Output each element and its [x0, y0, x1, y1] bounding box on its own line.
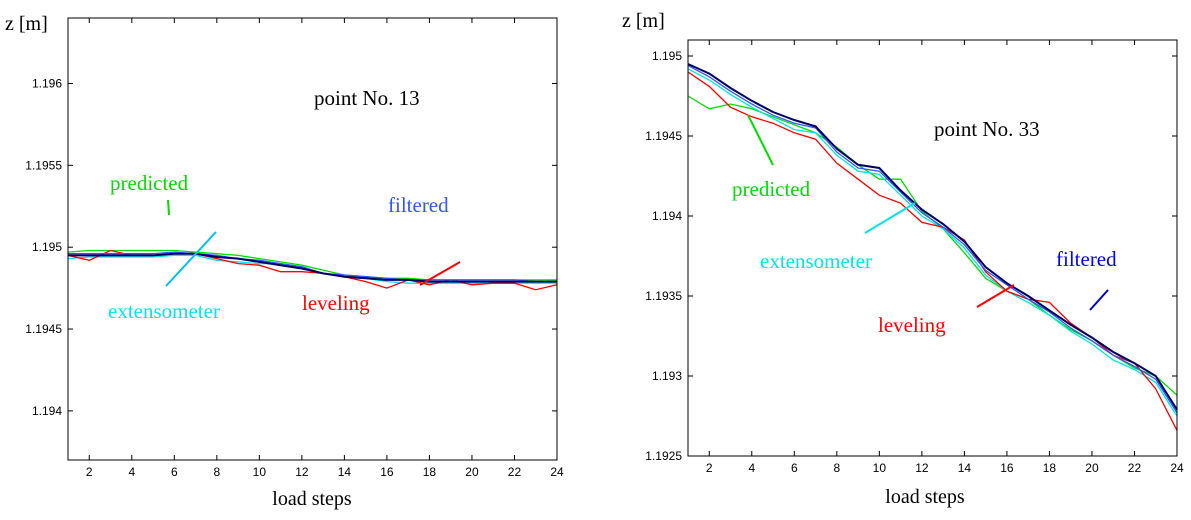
chart-right-x-tick-label: 2 — [706, 461, 713, 475]
chart-left-x-tick-label: 22 — [508, 465, 522, 479]
chart-right-y-tick-label: 1.1945 — [645, 129, 682, 143]
chart-right-ylabel: z [m] — [622, 10, 665, 32]
chart-left-y-tick-label: 1.194 — [32, 404, 62, 418]
chart-left-x-tick-label: 14 — [338, 465, 352, 479]
chart-left-y-ticks: 1.194 1.1945 1.195 1.1955 1.196 — [25, 76, 557, 418]
chart-right-label-leveling: leveling — [878, 313, 946, 337]
chart-right-label-filtered: filtered — [1056, 247, 1117, 271]
chart-right-x-tick-label: 24 — [1170, 461, 1184, 475]
chart-right-line-filtered — [687, 65, 1178, 414]
chart-left-y-tick-label: 1.1955 — [25, 158, 62, 172]
chart-right-line-estimate — [687, 63, 1178, 411]
chart-right-x-tick-label: 6 — [791, 461, 798, 475]
chart-left-pointer-extensometer — [165, 231, 217, 287]
chart-right-x-tick-label: 4 — [748, 461, 755, 475]
chart-right-y-tick-label: 1.195 — [652, 49, 682, 63]
chart-right-x-ticks: 2 4 6 8 10 12 14 16 18 20 22 24 — [706, 40, 1184, 475]
chart-left-line-extensometer — [67, 254, 557, 284]
chart-left-x-tick-label: 16 — [380, 465, 394, 479]
chart-right-xlabel: load steps — [885, 486, 965, 508]
chart-left-x-tick-label: 24 — [550, 465, 564, 479]
chart-right-x-tick-label: 14 — [958, 461, 972, 475]
chart-right-line-extensometer — [687, 68, 1178, 417]
chart-left-x-tick-label: 12 — [295, 465, 309, 479]
chart-right-y-tick-label: 1.1925 — [645, 449, 682, 463]
chart-left-title: point No. 13 — [314, 86, 420, 110]
chart-right-pointer-filtered — [1089, 289, 1109, 311]
chart-left-pointer-predicted — [167, 199, 170, 216]
chart-right-x-tick-label: 22 — [1128, 461, 1142, 475]
chart-right-x-tick-label: 10 — [873, 461, 887, 475]
chart-left-x-tick-label: 18 — [423, 465, 437, 479]
chart-left-label-filtered: filtered — [388, 193, 449, 217]
chart-right-x-tick-label: 12 — [915, 461, 929, 475]
chart-left-y-tick-label: 1.195 — [32, 240, 62, 254]
chart-right-x-tick-label: 16 — [1000, 461, 1014, 475]
chart-left-label-extensometer: extensometer — [108, 299, 220, 323]
chart-right-x-tick-label: 20 — [1085, 461, 1099, 475]
chart-right-y-tick-label: 1.194 — [652, 209, 682, 223]
chart-left-series — [67, 249, 558, 291]
chart-right-pointer-predicted — [747, 114, 774, 166]
chart-left-x-tick-label: 20 — [465, 465, 479, 479]
chart-left-line-estimate — [68, 252, 557, 283]
chart-left-x-tick-label: 10 — [253, 465, 267, 479]
chart-left-xlabel: load steps — [272, 488, 352, 510]
chart-left-y-tick-label: 1.1945 — [25, 322, 62, 336]
chart-left-x-tick-label: 2 — [86, 465, 93, 479]
chart-right-x-tick-label: 18 — [1043, 461, 1057, 475]
chart-right-series — [687, 63, 1178, 431]
chart-right-x-tick-label: 8 — [833, 461, 840, 475]
chart-right-pointer-leveling — [976, 284, 1015, 308]
chart-left-label-predicted: predicted — [110, 171, 189, 195]
chart-right-y-ticks: 1.1925 1.193 1.1935 1.194 1.1945 1.195 — [645, 49, 1177, 463]
chart-left-x-ticks: 2 4 6 8 10 12 14 16 18 20 22 24 — [86, 18, 564, 479]
chart-right-y-tick-label: 1.193 — [652, 369, 682, 383]
chart-left-x-tick-label: 4 — [128, 465, 135, 479]
chart-right-pointer-extensometer — [864, 202, 916, 234]
chart-left-plot-frame — [67, 17, 558, 461]
chart-right-label-predicted: predicted — [732, 177, 811, 201]
chart-left-x-tick-label: 6 — [171, 465, 178, 479]
chart-right-plot-frame — [687, 39, 1178, 457]
chart-right-y-tick-label: 1.1935 — [645, 289, 682, 303]
chart-left-ylabel: z [m] — [5, 13, 48, 35]
chart-left-y-tick-label: 1.196 — [32, 76, 62, 90]
chart-right-label-extensometer: extensometer — [760, 249, 872, 273]
chart-right: z [m] 1.19251.1931.19351.1941.19451.195 … — [622, 10, 1184, 508]
chart-left-label-leveling: leveling — [302, 291, 370, 315]
chart-right-title: point No. 33 — [934, 117, 1040, 141]
chart-left-pointer-leveling — [419, 261, 461, 286]
chart-left-x-tick-label: 8 — [213, 465, 220, 479]
